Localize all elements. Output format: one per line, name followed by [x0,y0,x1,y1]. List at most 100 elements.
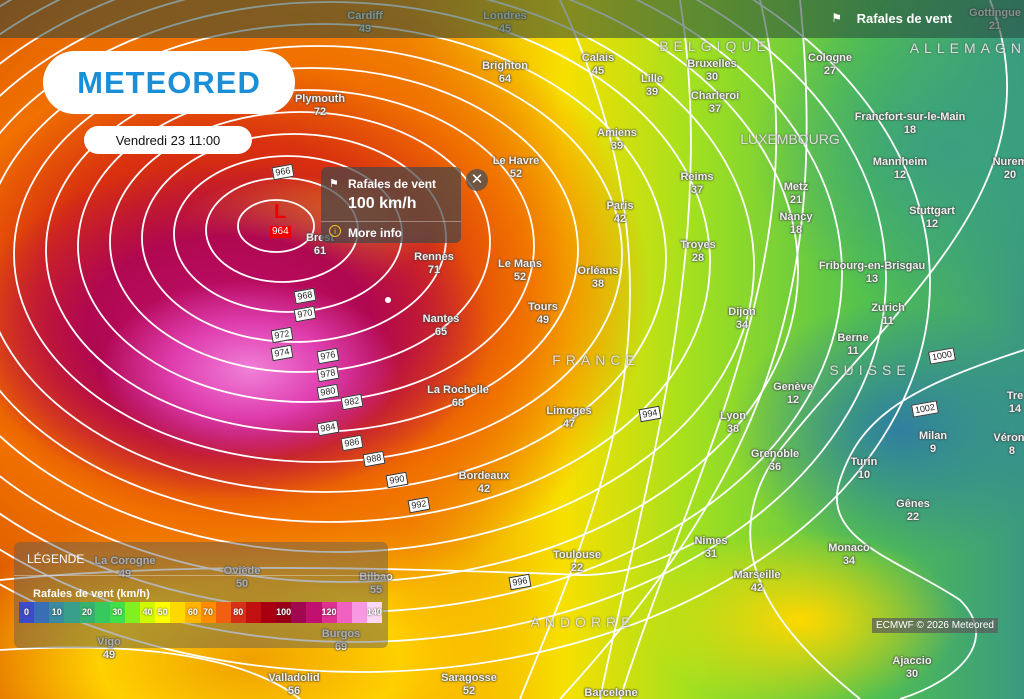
city-label[interactable]: Brighton 64 [482,60,528,86]
info-popup: ⚑ Rafales de vent 100 km/h i More info [321,167,461,243]
city-label[interactable]: Fribourg-en-Brisgau 13 [819,260,925,286]
city-gust-value: 11 [847,345,859,357]
scale-step: 100 [276,602,292,623]
city-name: Monaco [828,542,870,554]
city-label[interactable]: La Rochelle 68 [427,384,489,410]
city-label[interactable]: Rennes 71 [414,251,454,277]
city-label[interactable]: Grenoble 36 [751,448,799,474]
city-label[interactable]: Turin 10 [851,456,878,482]
city-gust-value: 21 [789,194,803,206]
more-info-link[interactable]: More info [348,226,402,240]
city-label[interactable]: Genève 12 [773,381,813,407]
city-label[interactable]: Stuttgart 12 [909,205,955,231]
legend-panel: LÉGENDE Rafales de vent (km/h) 0 10 20 30 40… [14,542,388,648]
popup-value: 100 km/h [348,195,417,212]
meteored-logo[interactable]: METEORED [43,51,295,114]
city-label[interactable]: Reims 37 [680,171,713,197]
city-label[interactable]: Ajaccio 30 [892,655,931,681]
scale-step: 50 [155,602,171,623]
isobar-line [13,45,623,463]
country-label: SUISSE [829,362,911,378]
city-label[interactable]: Metz 21 [784,181,808,207]
city-label[interactable]: Charleroi 37 [691,90,739,116]
city-name: Limoges [546,405,592,417]
city-label[interactable]: Nancy 18 [779,211,812,237]
city-label[interactable]: Vérone8 [993,432,1024,458]
city-gust-value: 18 [789,224,803,236]
city-label[interactable]: Berne 11 [837,332,868,358]
city-label[interactable]: Barcelone [584,687,637,699]
scale-step [306,602,322,623]
city-label[interactable]: Gênes 22 [896,498,930,524]
country-label: ANDORRE [530,614,636,630]
isobar-line [0,646,301,699]
layer-title[interactable]: Rafales de vent [856,11,952,26]
city-label[interactable]: Francfort-sur-le-Main 18 [855,111,966,137]
city-label[interactable]: Marseille 42 [733,569,780,595]
city-label[interactable]: Tre 14 [1007,390,1024,416]
city-gust-value: 52 [513,271,527,283]
city-label[interactable]: Le Havre 52 [493,155,539,181]
scale-step: 30 [109,602,125,623]
city-label[interactable]: Valladolid 56 [268,672,319,698]
city-name: Vigo [97,636,121,648]
city-label[interactable]: Le Mans 52 [498,258,542,284]
city-label[interactable]: Oviède 50 [224,565,261,591]
city-label[interactable]: Vigo 49 [97,636,121,662]
city-label[interactable]: Mannheim 12 [873,156,927,182]
scale-step [215,602,231,623]
isobar-line [109,111,491,373]
city-label[interactable]: Dijon 34 [728,306,756,332]
city-label[interactable]: Calais 45 [582,52,614,78]
city-gust-value: 72 [313,106,327,118]
city-label[interactable]: Limoges 47 [546,405,591,431]
city-label[interactable]: Saragosse 52 [441,672,497,698]
city-label[interactable]: Nimes 31 [694,535,727,561]
city-label[interactable]: Amiens 39 [597,127,637,153]
city-name: Reims [680,171,714,183]
city-label[interactable]: Zurich 11 [871,302,905,328]
city-label[interactable]: Bruxelles 30 [687,58,737,84]
city-name: La Corogne [94,555,156,567]
city-gust-value: 27 [823,65,837,77]
scale-step [124,602,140,623]
city-name: Le Havre [492,155,540,167]
city-gust-value: 12 [925,218,939,230]
color-scale: 0 10 20 30 40 50 60 70 80 100 120 140 [19,602,382,623]
selected-location-marker[interactable] [385,297,391,303]
city-label[interactable]: Tours 49 [528,301,558,327]
city-label[interactable]: Paris 42 [607,200,634,226]
city-name: Bruxelles [687,58,737,70]
city-name: Charleroi [690,90,740,102]
city-name: Saragosse [441,672,497,684]
city-label[interactable]: Burgos 69 [322,628,361,654]
city-label[interactable]: Bilbao 55 [359,571,393,597]
city-label[interactable]: Nurem 20 [993,156,1024,182]
legend-title[interactable]: LÉGENDE [27,552,85,566]
city-gust-value: 30 [705,71,719,83]
city-label[interactable]: La Corogne 49 [94,555,155,581]
city-label[interactable]: Orléans 38 [578,265,619,291]
city-label[interactable]: Monaco 34 [828,542,870,568]
city-label[interactable]: Nantes 65 [423,313,460,339]
city-gust-value: 12 [893,169,907,181]
city-label[interactable]: Toulouse 22 [553,549,601,575]
city-label[interactable]: Plymouth 72 [295,93,345,119]
city-name: Troyes [680,239,716,251]
forecast-date[interactable]: Vendredi 23 11:00 [84,126,252,154]
city-label[interactable]: Cologne 27 [808,52,852,78]
city-label[interactable]: Milan 9 [919,430,947,456]
city-name: Bordeaux [458,470,510,482]
city-label[interactable]: Bordeaux 42 [459,470,510,496]
city-label[interactable]: Troyes 28 [680,239,715,265]
country-label: FRANCE [552,352,640,368]
city-label[interactable]: Lyon 38 [720,410,746,436]
popup-title: Rafales de vent [348,177,437,191]
city-gust-value: 42 [613,213,627,225]
city-label[interactable]: Lille 39 [641,73,663,99]
isobar-line [749,0,1008,699]
scale-step [336,602,352,623]
city-gust-value: 61 [313,245,327,257]
close-popup-button[interactable]: ✕ [466,169,488,191]
